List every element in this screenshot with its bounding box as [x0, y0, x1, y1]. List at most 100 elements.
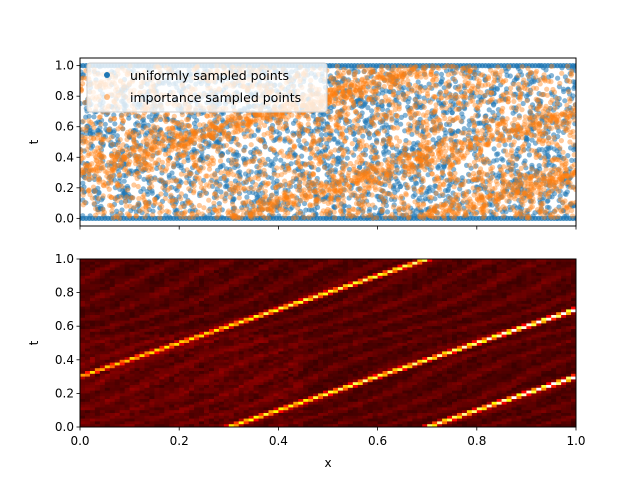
importance-point — [498, 166, 504, 172]
uniform-point — [555, 167, 562, 173]
importance-point — [553, 124, 559, 130]
uniform-point — [520, 100, 526, 107]
importance-point — [204, 155, 210, 161]
importance-point — [381, 128, 388, 134]
importance-point — [470, 185, 476, 191]
importance-point — [570, 213, 576, 219]
importance-point — [557, 80, 563, 86]
uniform-point — [218, 189, 224, 195]
uniform-point — [504, 72, 510, 78]
uniform-point — [474, 209, 480, 216]
importance-point — [462, 208, 468, 214]
importance-point — [427, 99, 433, 105]
uniform-point — [81, 148, 87, 154]
importance-point — [447, 116, 453, 122]
importance-point — [357, 100, 363, 106]
uniform-point — [277, 131, 283, 137]
uniform-point — [533, 180, 539, 186]
uniform-point — [471, 205, 477, 211]
uniform-point — [369, 174, 375, 180]
importance-point — [530, 199, 536, 205]
importance-point — [374, 215, 380, 221]
uniform-point — [369, 108, 375, 114]
importance-point — [334, 63, 340, 69]
importance-point — [201, 205, 207, 211]
uniform-point — [425, 98, 431, 104]
importance-point — [98, 121, 104, 127]
importance-point — [416, 89, 423, 95]
uniform-point — [466, 189, 472, 195]
uniform-point — [511, 122, 517, 128]
importance-point — [352, 109, 358, 115]
uniform-point — [235, 141, 241, 147]
importance-point — [472, 164, 478, 170]
uniform-point — [564, 78, 570, 84]
uniform-point — [399, 195, 406, 201]
uniform-point — [466, 122, 472, 128]
importance-point — [347, 188, 353, 194]
uniform-point — [381, 149, 387, 155]
importance-point — [92, 212, 99, 218]
importance-point — [452, 133, 459, 139]
importance-point — [357, 112, 363, 118]
importance-point — [382, 214, 388, 220]
importance-point — [412, 176, 418, 182]
uniform-point — [262, 161, 268, 167]
importance-point — [152, 135, 158, 141]
uniform-point — [494, 206, 500, 212]
uniform-point — [365, 179, 371, 185]
importance-point — [294, 160, 301, 166]
importance-point — [401, 200, 407, 206]
importance-point — [396, 94, 402, 100]
importance-point — [369, 149, 375, 155]
importance-point — [482, 92, 488, 98]
importance-point — [439, 105, 445, 111]
uniform-point — [333, 96, 339, 102]
importance-point — [255, 187, 261, 193]
uniform-point — [86, 113, 92, 119]
importance-point — [442, 100, 449, 106]
importance-point — [568, 72, 574, 78]
importance-point — [109, 174, 115, 180]
importance-point — [390, 124, 396, 130]
uniform-point — [416, 169, 422, 175]
uniform-point — [491, 102, 497, 108]
importance-point — [424, 91, 431, 97]
uniform-point — [539, 201, 545, 207]
scatter-panel: 0.00.20.40.60.81.0 t uniformly sampled p… — [27, 57, 577, 230]
uniform-point — [455, 206, 462, 212]
importance-point — [495, 126, 501, 132]
uniform-point — [181, 143, 187, 149]
uniform-point — [257, 184, 263, 190]
uniform-point — [296, 138, 302, 144]
importance-point — [183, 180, 189, 186]
uniform-point — [569, 96, 575, 102]
importance-point — [176, 183, 182, 190]
importance-point — [190, 180, 196, 186]
importance-point — [452, 170, 458, 176]
uniform-point — [346, 195, 352, 201]
uniform-point — [310, 113, 316, 119]
importance-point — [105, 137, 112, 143]
importance-point — [89, 195, 95, 201]
uniform-point — [383, 203, 389, 209]
importance-point — [554, 101, 561, 107]
importance-point — [456, 87, 462, 93]
uniform-point — [311, 138, 317, 144]
uniform-point — [560, 129, 567, 135]
uniform-point — [209, 183, 216, 189]
uniform-point — [107, 117, 114, 123]
importance-point — [357, 146, 363, 152]
importance-point — [246, 168, 252, 174]
importance-point — [546, 135, 552, 141]
importance-point — [279, 165, 285, 171]
uniform-point — [408, 115, 414, 121]
importance-point — [515, 169, 521, 176]
uniform-point — [490, 110, 496, 116]
uniform-point — [561, 208, 567, 214]
uniform-point — [405, 99, 411, 105]
importance-point — [426, 139, 432, 146]
uniform-point — [149, 118, 155, 124]
importance-point — [181, 159, 187, 165]
